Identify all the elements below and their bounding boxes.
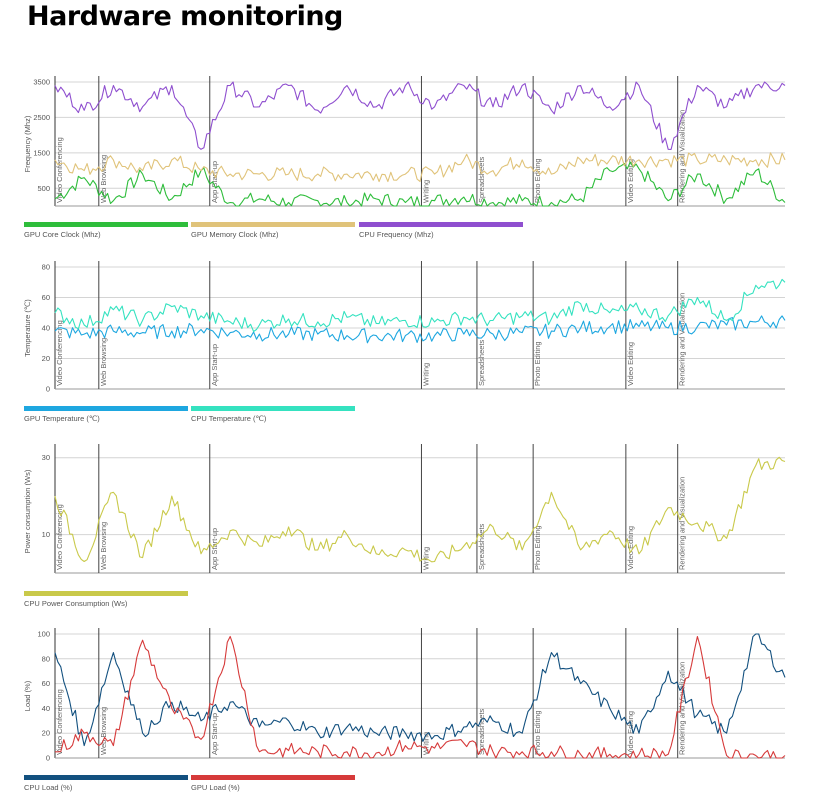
segment-label-load-0: Video Conferencing bbox=[55, 689, 64, 755]
segment-label-load-5: Photo Editing bbox=[533, 710, 542, 755]
segment-label-load-7: Rendering and Visualization bbox=[678, 662, 687, 755]
y-tick-label-load-3: 60 bbox=[42, 679, 50, 688]
legend-swatch-frequency-1 bbox=[191, 222, 355, 227]
y-axis-label-load: Load (%) bbox=[23, 680, 32, 711]
legend-label-frequency-2: CPU Frequency (Mhz) bbox=[359, 230, 434, 239]
segment-label-frequency-5: Photo Editing bbox=[533, 158, 542, 203]
legend-swatch-temperature-1 bbox=[191, 406, 355, 411]
segment-label-frequency-2: App Start-up bbox=[210, 161, 219, 203]
load-chart: 0 20 40 60 80 100 Load (%) Video Conferencing We… bbox=[23, 628, 786, 792]
y-tick-label-power-1: 30 bbox=[42, 453, 50, 462]
segment-label-load-6: Video Editing bbox=[626, 711, 635, 755]
segment-label-frequency-6: Video Editing bbox=[626, 159, 635, 203]
y-axis-label-frequency: Frequency (Mhz) bbox=[23, 115, 32, 172]
y-tick-label-load-5: 100 bbox=[37, 630, 50, 639]
segment-label-temperature-2: App Start-up bbox=[210, 344, 219, 386]
legend-swatch-load-1 bbox=[191, 775, 355, 780]
legend-swatch-frequency-2 bbox=[359, 222, 523, 227]
y-tick-label-frequency-0: 500 bbox=[37, 184, 50, 193]
y-tick-label-load-0: 0 bbox=[46, 754, 50, 763]
legend-label-frequency-1: GPU Memory Clock (Mhz) bbox=[191, 230, 279, 239]
segment-label-frequency-0: Video Conferencing bbox=[55, 137, 64, 203]
y-tick-label-temperature-3: 60 bbox=[42, 293, 50, 302]
legend-swatch-temperature-0 bbox=[24, 406, 188, 411]
y-tick-label-frequency-2: 2500 bbox=[33, 113, 50, 122]
y-tick-label-frequency-1: 1500 bbox=[33, 148, 50, 157]
y-tick-label-power-0: 10 bbox=[42, 530, 50, 539]
y-tick-label-temperature-1: 20 bbox=[42, 354, 50, 363]
temperature-chart: 0 20 40 60 80 Temperature (℃) Video Conferenci… bbox=[23, 261, 786, 423]
segment-label-power-1: Web Browsing bbox=[99, 522, 108, 570]
y-tick-label-frequency-3: 3500 bbox=[33, 78, 50, 87]
y-axis-label-power: Power consumption (Ws) bbox=[23, 469, 32, 553]
segment-label-power-4: Spreadsheets bbox=[477, 523, 486, 570]
segment-label-temperature-3: Writing bbox=[421, 363, 430, 386]
series-line-frequency-0 bbox=[54, 161, 786, 207]
legend-label-power-0: CPU Power Consumption (Ws) bbox=[24, 599, 128, 608]
segment-label-temperature-5: Photo Editing bbox=[533, 341, 542, 386]
segment-label-load-1: Web Browsing bbox=[99, 707, 108, 755]
series-line-temperature-0 bbox=[54, 315, 786, 344]
segment-label-power-5: Photo Editing bbox=[533, 525, 542, 570]
page-title: Hardware monitoring bbox=[27, 1, 343, 32]
y-tick-label-temperature-0: 0 bbox=[46, 385, 50, 394]
y-tick-label-load-4: 80 bbox=[42, 654, 50, 663]
legend-label-frequency-0: GPU Core Clock (Mhz) bbox=[24, 230, 101, 239]
frequency-chart: 500 1500 2500 3500 Frequency (Mhz) Video Conf… bbox=[23, 76, 786, 239]
y-tick-label-temperature-2: 40 bbox=[42, 324, 50, 333]
segment-label-load-3: Writing bbox=[421, 732, 430, 755]
legend-swatch-load-0 bbox=[24, 775, 188, 780]
segment-label-temperature-4: Spreadsheets bbox=[477, 339, 486, 386]
segment-label-power-6: Video Editing bbox=[626, 526, 635, 570]
legend-label-load-1: GPU Load (%) bbox=[191, 783, 240, 792]
legend-label-temperature-1: CPU Temperature (℃) bbox=[191, 414, 267, 423]
series-line-power-0 bbox=[54, 456, 786, 563]
segment-label-temperature-0: Video Conferencing bbox=[55, 320, 64, 386]
segment-label-frequency-1: Web Browsing bbox=[99, 155, 108, 203]
segment-label-temperature-7: Rendering and Visualization bbox=[678, 293, 687, 386]
legend-label-temperature-0: GPU Temperature (℃) bbox=[24, 414, 100, 423]
y-tick-label-load-1: 20 bbox=[42, 729, 50, 738]
legend-swatch-power-0 bbox=[24, 591, 188, 596]
series-line-frequency-2 bbox=[54, 81, 786, 150]
segment-label-load-2: App Start-up bbox=[210, 713, 219, 755]
segment-label-frequency-4: Spreadsheets bbox=[477, 156, 486, 203]
power-consumption-chart: 10 30 Power consumption (Ws) Video Conferen… bbox=[23, 444, 786, 608]
segment-label-load-4: Spreadsheets bbox=[477, 708, 486, 755]
series-line-load-1 bbox=[55, 635, 786, 759]
legend-label-load-0: CPU Load (%) bbox=[24, 783, 73, 792]
segment-label-frequency-3: Writing bbox=[421, 180, 430, 203]
series-line-frequency-1 bbox=[54, 152, 786, 183]
y-axis-label-temperature: Temperature (℃) bbox=[23, 299, 32, 357]
segment-label-power-2: App Start-up bbox=[210, 528, 219, 570]
y-tick-label-load-2: 40 bbox=[42, 704, 50, 713]
series-line-temperature-1 bbox=[54, 278, 786, 333]
legend-swatch-frequency-0 bbox=[24, 222, 188, 227]
series-line-load-0 bbox=[54, 633, 786, 747]
segment-label-power-0: Video Conferencing bbox=[55, 504, 64, 570]
y-tick-label-temperature-4: 80 bbox=[42, 263, 50, 272]
segment-label-temperature-6: Video Editing bbox=[626, 342, 635, 386]
segment-label-power-7: Rendering and Visualization bbox=[678, 477, 687, 570]
segment-label-temperature-1: Web Browsing bbox=[99, 338, 108, 386]
